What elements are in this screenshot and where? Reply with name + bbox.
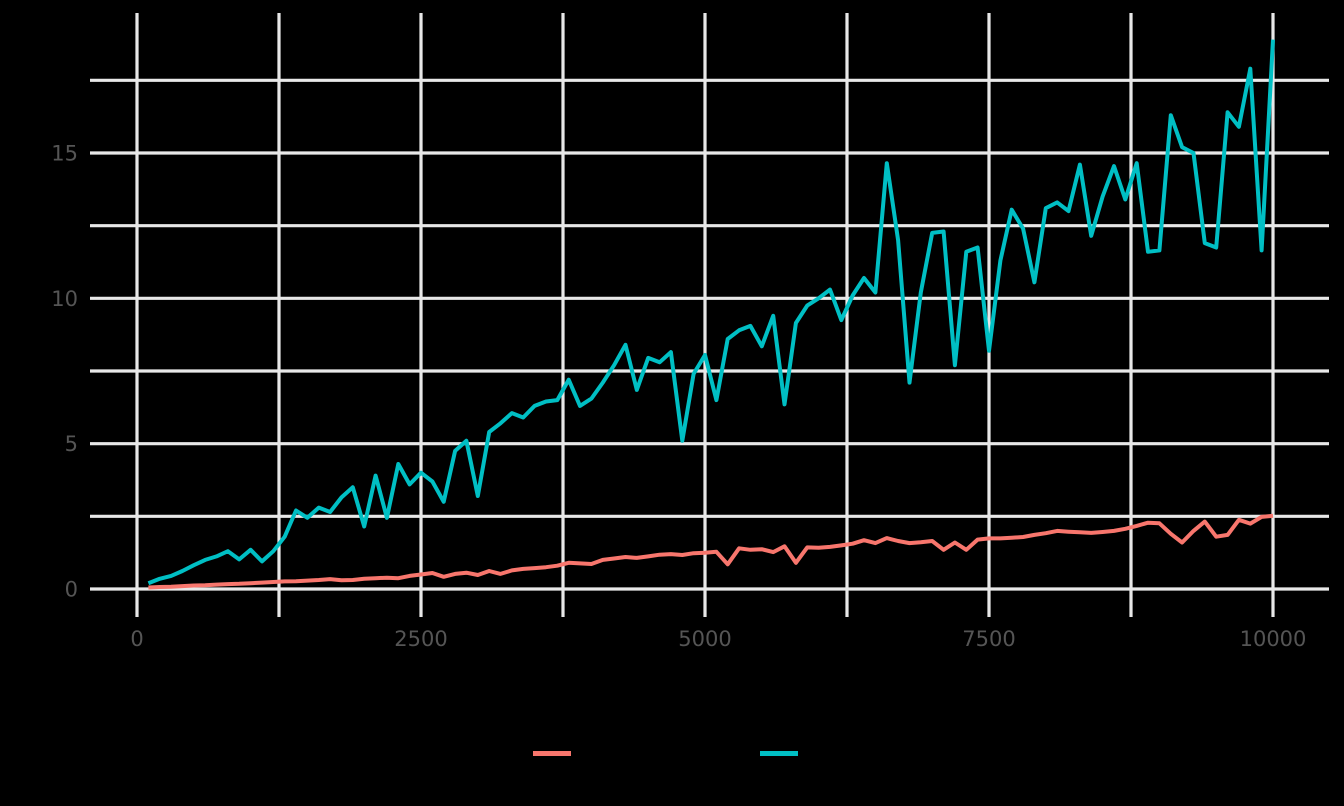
y-axis-tick-labels: 0 5 10 15 bbox=[51, 141, 78, 601]
x-tick-label: 10000 bbox=[1240, 627, 1307, 651]
y-tick-label: 10 bbox=[51, 287, 78, 311]
y-tick-label: 15 bbox=[51, 141, 78, 165]
x-tick-label: 5000 bbox=[678, 627, 731, 651]
grid-lines bbox=[90, 13, 1329, 617]
legend-swatch-2 bbox=[760, 751, 798, 756]
x-tick-label: 0 bbox=[130, 627, 143, 651]
legend bbox=[533, 751, 798, 756]
data-series bbox=[147, 39, 1275, 590]
x-tick-label: 2500 bbox=[394, 627, 447, 651]
series-line-1 bbox=[148, 513, 1274, 590]
y-tick-label: 5 bbox=[65, 432, 78, 456]
y-tick-label: 0 bbox=[65, 578, 78, 602]
series-line-2 bbox=[147, 39, 1275, 586]
legend-swatch-1 bbox=[533, 751, 571, 756]
x-tick-label: 7500 bbox=[962, 627, 1015, 651]
x-axis-tick-labels: 0 2500 5000 7500 10000 bbox=[130, 627, 1306, 651]
